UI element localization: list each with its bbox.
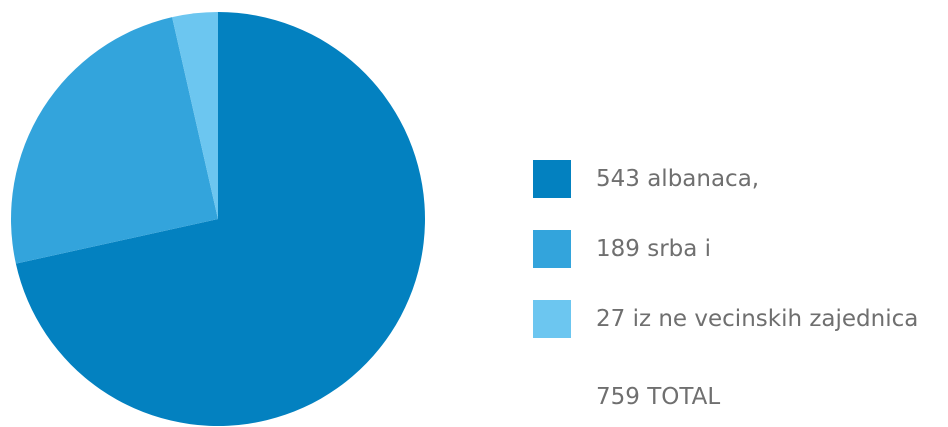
legend: 543 albanaca, 189 srba i 27 iz ne vecins…: [533, 160, 945, 370]
pie-chart: [11, 12, 426, 426]
pie-slice-albanaca: [15, 12, 426, 426]
legend-label-albanaca: 543 albanaca,: [596, 166, 760, 192]
legend-label-srba: 189 srba i: [596, 236, 712, 262]
legend-swatch-albanaca: [533, 160, 571, 198]
legend-swatch-srba: [533, 230, 571, 268]
legend-item-ne-vecinskih: 27 iz ne vecinskih zajednica: [533, 300, 945, 338]
legend-swatch-ne-vecinskih: [533, 300, 571, 338]
pie-slice-ne-vecinskih: [172, 12, 218, 219]
total-label: 759 TOTAL: [596, 384, 721, 410]
legend-item-albanaca: 543 albanaca,: [533, 160, 945, 198]
legend-item-srba: 189 srba i: [533, 230, 945, 268]
pie-slice-srba: [11, 17, 219, 264]
legend-label-ne-vecinskih: 27 iz ne vecinskih zajednica: [596, 306, 919, 332]
